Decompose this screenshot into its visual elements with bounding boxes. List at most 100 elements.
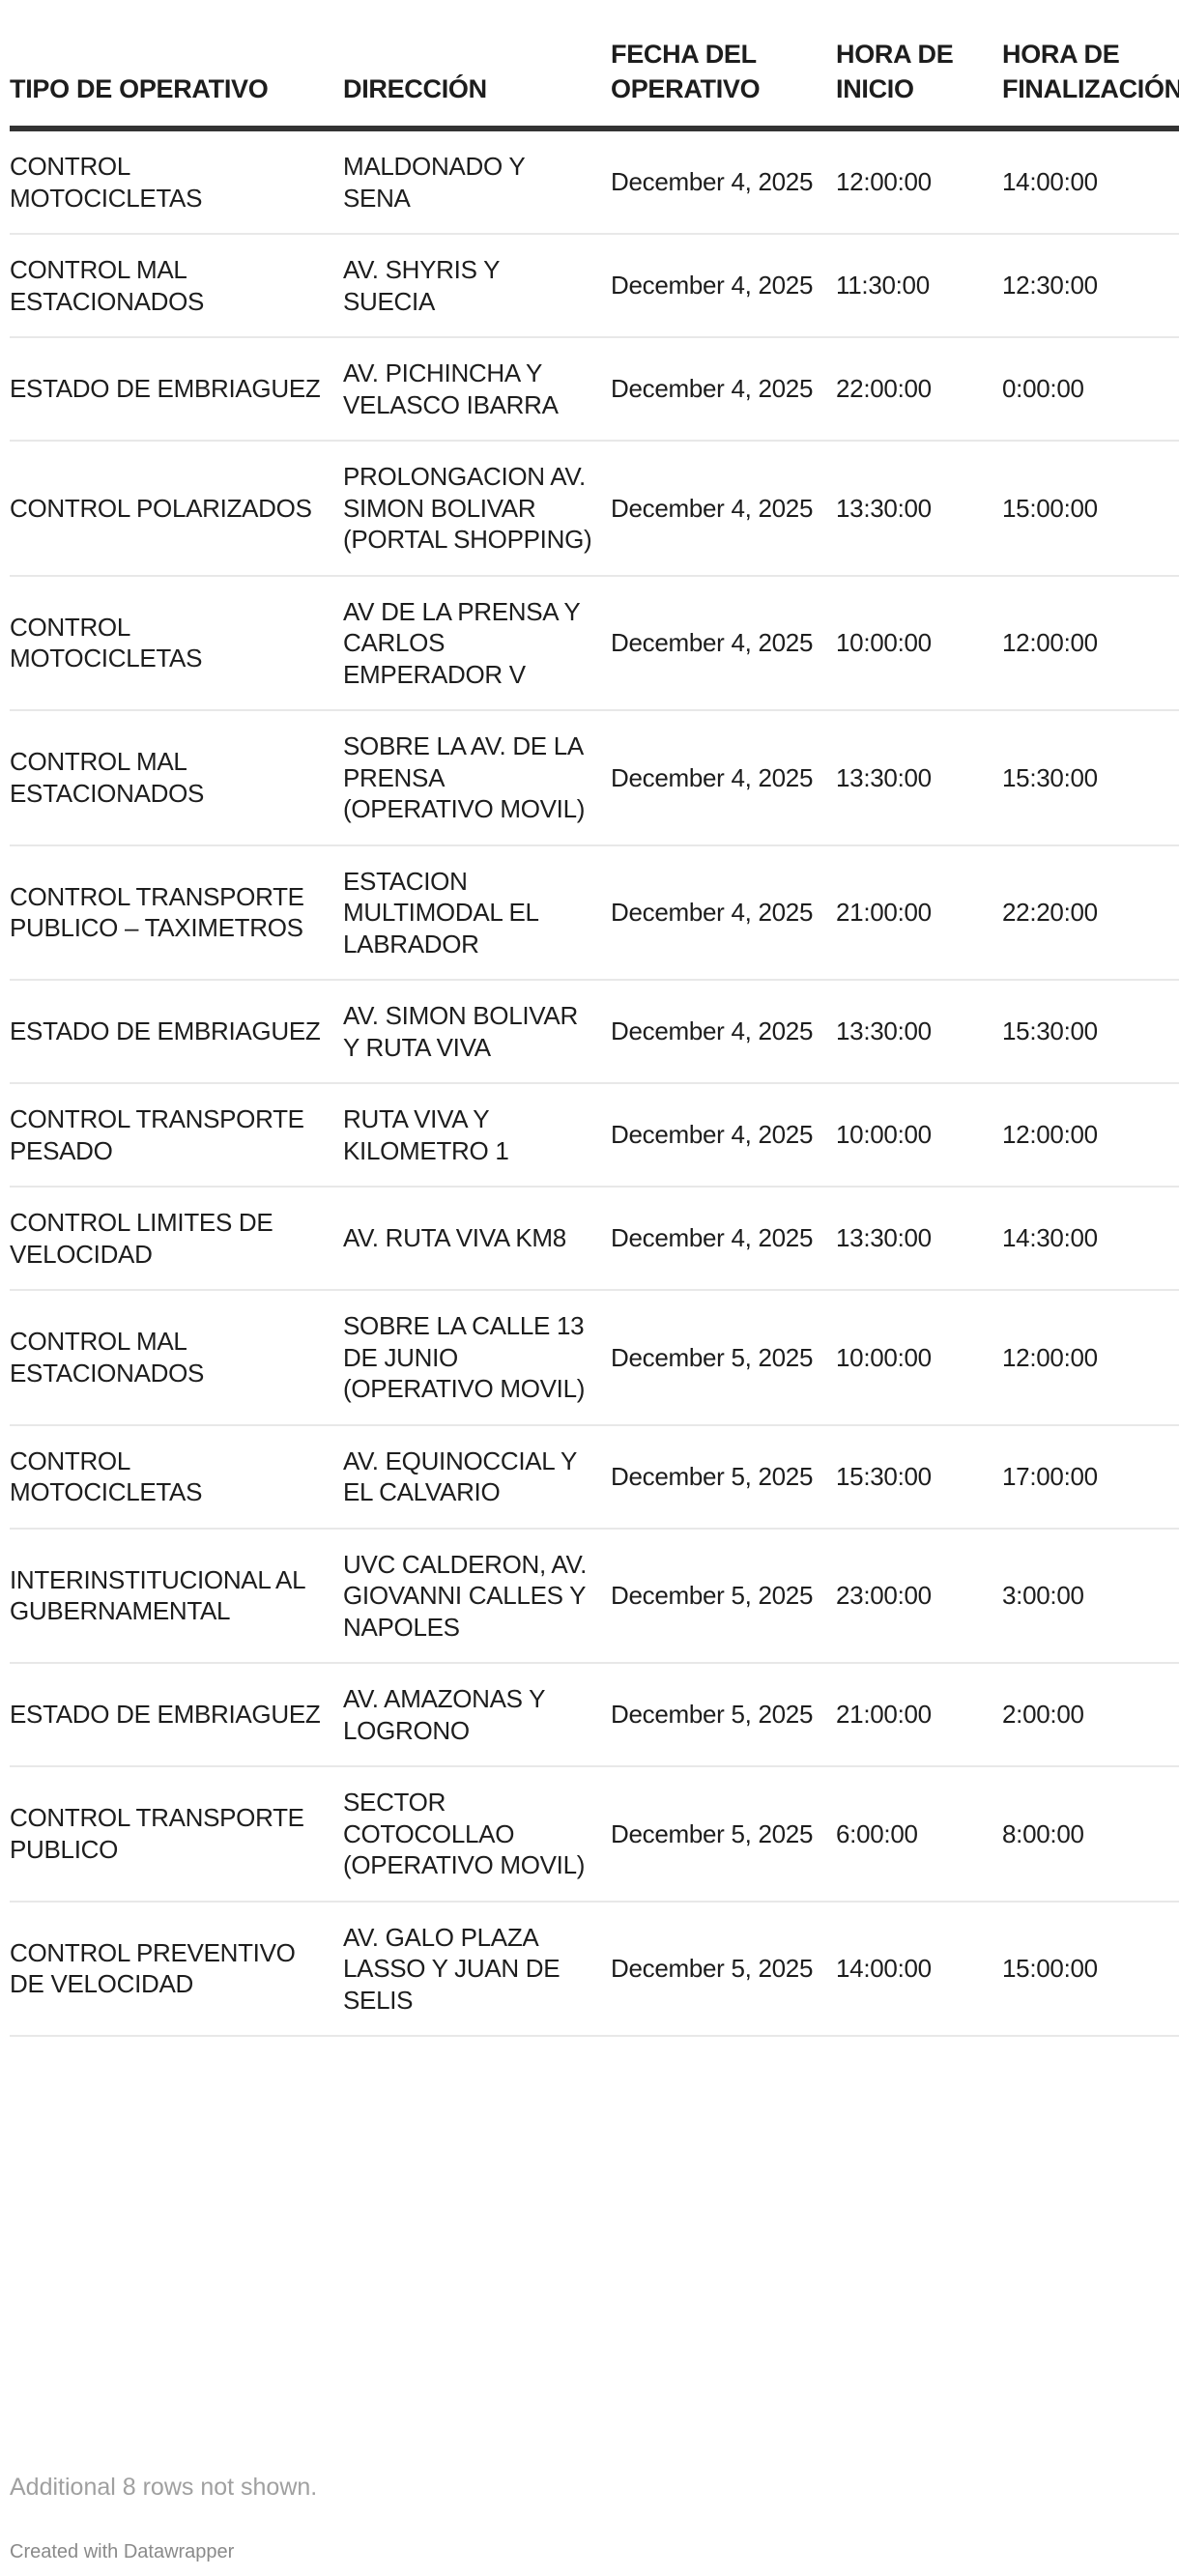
table-container: TIPO DE OPERATIVO DIRECCIÓN FECHA DEL OP… bbox=[10, 0, 1179, 2037]
table-row: ESTADO DE EMBRIAGUEZ AV. AMAZONAS Y LOGRO… bbox=[10, 1663, 1179, 1767]
table-row: CONTROL PREVENTIVO DE VELOCIDAD AV. GALO … bbox=[10, 1901, 1179, 2037]
cell-direccion: AV. GALO PLAZA LASSO Y JUAN DE SELIS bbox=[343, 1901, 611, 2037]
cell-hora-inicio: 21:00:00 bbox=[836, 1663, 1002, 1767]
cell-tipo: ESTADO DE EMBRIAGUEZ bbox=[10, 1663, 343, 1767]
cell-hora-inicio: 23:00:00 bbox=[836, 1528, 1002, 1664]
cell-hora-inicio: 11:30:00 bbox=[836, 234, 1002, 338]
cell-tipo: CONTROL MAL ESTACIONADOS bbox=[10, 710, 343, 846]
cell-hora-inicio: 15:30:00 bbox=[836, 1424, 1002, 1530]
cell-hora-inicio: 10:00:00 bbox=[836, 1290, 1002, 1426]
cell-hora-fin: 15:00:00 bbox=[1002, 441, 1179, 577]
cell-hora-fin: 0:00:00 bbox=[1002, 337, 1179, 442]
cell-tipo: CONTROL TRANSPORTE PUBLICO – TAXIMETROS bbox=[10, 844, 343, 981]
cell-hora-fin: 12:00:00 bbox=[1002, 1290, 1179, 1426]
cell-hora-fin: 3:00:00 bbox=[1002, 1528, 1179, 1664]
table-row: ESTADO DE EMBRIAGUEZ AV. SIMON BOLIVAR Y … bbox=[10, 980, 1179, 1084]
cell-fecha: December 4, 2025 bbox=[611, 234, 836, 338]
cell-fecha: December 4, 2025 bbox=[611, 1187, 836, 1291]
cell-fecha: December 4, 2025 bbox=[611, 710, 836, 846]
table-notes: Additional 8 rows not shown. bbox=[10, 2474, 318, 2501]
table-row: CONTROL TRANSPORTE PESADO RUTA VIVA Y KIL… bbox=[10, 1083, 1179, 1188]
cell-tipo: CONTROL MOTOCICLETAS bbox=[10, 1424, 343, 1530]
cell-hora-fin: 12:00:00 bbox=[1002, 1083, 1179, 1188]
cell-fecha: December 4, 2025 bbox=[611, 1083, 836, 1188]
table-row: CONTROL MAL ESTACIONADOS SOBRE LA AV. DE … bbox=[10, 710, 1179, 846]
cell-hora-fin: 14:30:00 bbox=[1002, 1187, 1179, 1291]
header-direccion[interactable]: DIRECCIÓN bbox=[343, 0, 611, 131]
cell-fecha: December 4, 2025 bbox=[611, 337, 836, 442]
credit-link[interactable]: Created with Datawrapper bbox=[10, 2541, 235, 2562]
table-row: CONTROL TRANSPORTE PUBLICO SECTOR COTOCOL… bbox=[10, 1766, 1179, 1903]
cell-hora-inicio: 10:00:00 bbox=[836, 1083, 1002, 1188]
cell-tipo: CONTROL TRANSPORTE PUBLICO bbox=[10, 1766, 343, 1903]
cell-fecha: December 4, 2025 bbox=[611, 441, 836, 577]
cell-fecha: December 5, 2025 bbox=[611, 1290, 836, 1426]
table-row: CONTROL MOTOCICLETAS MALDONADO Y SENA Dece… bbox=[10, 129, 1179, 235]
cell-tipo: CONTROL LIMITES DE VELOCIDAD bbox=[10, 1187, 343, 1291]
table-row: CONTROL TRANSPORTE PUBLICO – TAXIMETROS E… bbox=[10, 844, 1179, 981]
cell-direccion: AV. SIMON BOLIVAR Y RUTA VIVA bbox=[343, 980, 611, 1084]
cell-fecha: December 5, 2025 bbox=[611, 1901, 836, 2037]
cell-direccion: MALDONADO Y SENA bbox=[343, 129, 611, 235]
cell-fecha: December 5, 2025 bbox=[611, 1528, 836, 1664]
cell-hora-inicio: 22:00:00 bbox=[836, 337, 1002, 442]
cell-hora-inicio: 21:00:00 bbox=[836, 844, 1002, 981]
cell-hora-fin: 22:20:00 bbox=[1002, 844, 1179, 981]
cell-direccion: RUTA VIVA Y KILOMETRO 1 bbox=[343, 1083, 611, 1188]
table-row: CONTROL MAL ESTACIONADOS AV. SHYRIS Y SUE… bbox=[10, 234, 1179, 338]
table-row: ESTADO DE EMBRIAGUEZ AV. PICHINCHA Y VELA… bbox=[10, 337, 1179, 442]
cell-tipo: CONTROL MOTOCICLETAS bbox=[10, 575, 343, 711]
cell-tipo: CONTROL MAL ESTACIONADOS bbox=[10, 234, 343, 338]
cell-direccion: AV. SHYRIS Y SUECIA bbox=[343, 234, 611, 338]
cell-tipo: CONTROL POLARIZADOS bbox=[10, 441, 343, 577]
cell-hora-fin: 12:00:00 bbox=[1002, 575, 1179, 711]
cell-hora-fin: 15:30:00 bbox=[1002, 710, 1179, 846]
cell-tipo: CONTROL MAL ESTACIONADOS bbox=[10, 1290, 343, 1426]
header-hora-fin-line1: HORA DE bbox=[1002, 40, 1120, 69]
header-hora-fin[interactable]: HORA DE FINALIZACIÓN bbox=[1002, 0, 1179, 131]
table-row: INTERINSTITUCIONAL AL GUBERNAMENTAL UVC C… bbox=[10, 1528, 1179, 1664]
cell-direccion: ESTACION MULTIMODAL EL LABRADOR bbox=[343, 844, 611, 981]
header-hora-inicio[interactable]: HORA DE INICIO bbox=[836, 0, 1002, 131]
cell-tipo: CONTROL TRANSPORTE PESADO bbox=[10, 1083, 343, 1188]
header-fecha[interactable]: FECHA DEL OPERATIVO bbox=[611, 0, 836, 131]
cell-hora-inicio: 6:00:00 bbox=[836, 1766, 1002, 1903]
cell-fecha: December 5, 2025 bbox=[611, 1766, 836, 1903]
data-table: TIPO DE OPERATIVO DIRECCIÓN FECHA DEL OP… bbox=[10, 0, 1179, 2037]
cell-fecha: December 4, 2025 bbox=[611, 129, 836, 235]
cell-direccion: AV. RUTA VIVA KM8 bbox=[343, 1187, 611, 1291]
table-row: CONTROL MAL ESTACIONADOS SOBRE LA CALLE 1… bbox=[10, 1290, 1179, 1426]
cell-hora-fin: 2:00:00 bbox=[1002, 1663, 1179, 1767]
cell-tipo: INTERINSTITUCIONAL AL GUBERNAMENTAL bbox=[10, 1528, 343, 1664]
header-hora-fin-line2: FINALIZACIÓN bbox=[1002, 74, 1179, 103]
cell-direccion: AV. PICHINCHA Y VELASCO IBARRA bbox=[343, 337, 611, 442]
cell-hora-fin: 8:00:00 bbox=[1002, 1766, 1179, 1903]
cell-hora-fin: 12:30:00 bbox=[1002, 234, 1179, 338]
cell-hora-inicio: 13:30:00 bbox=[836, 1187, 1002, 1291]
cell-hora-fin: 15:00:00 bbox=[1002, 1901, 1179, 2037]
cell-hora-inicio: 12:00:00 bbox=[836, 129, 1002, 235]
cell-direccion: PROLONGACION AV. SIMON BOLIVAR (PORTAL S… bbox=[343, 441, 611, 577]
header-row: TIPO DE OPERATIVO DIRECCIÓN FECHA DEL OP… bbox=[10, 0, 1179, 131]
cell-fecha: December 4, 2025 bbox=[611, 980, 836, 1084]
cell-hora-inicio: 14:00:00 bbox=[836, 1901, 1002, 2037]
cell-tipo: CONTROL MOTOCICLETAS bbox=[10, 129, 343, 235]
cell-direccion: AV. EQUINOCCIAL Y EL CALVARIO bbox=[343, 1424, 611, 1530]
table-row: CONTROL LIMITES DE VELOCIDAD AV. RUTA VIV… bbox=[10, 1187, 1179, 1291]
cell-fecha: December 5, 2025 bbox=[611, 1424, 836, 1530]
table-row: CONTROL MOTOCICLETAS AV DE LA PRENSA Y CA… bbox=[10, 575, 1179, 711]
cell-hora-inicio: 10:00:00 bbox=[836, 575, 1002, 711]
table-row: CONTROL POLARIZADOS PROLONGACION AV. SIMO… bbox=[10, 441, 1179, 577]
cell-fecha: December 4, 2025 bbox=[611, 575, 836, 711]
cell-hora-inicio: 13:30:00 bbox=[836, 980, 1002, 1084]
table-row: CONTROL MOTOCICLETAS AV. EQUINOCCIAL Y EL… bbox=[10, 1424, 1179, 1530]
cell-direccion: SOBRE LA CALLE 13 DE JUNIO (OPERATIVO MO… bbox=[343, 1290, 611, 1426]
header-tipo[interactable]: TIPO DE OPERATIVO bbox=[10, 0, 343, 131]
cell-hora-inicio: 13:30:00 bbox=[836, 710, 1002, 846]
cell-direccion: AV. AMAZONAS Y LOGRONO bbox=[343, 1663, 611, 1767]
cell-tipo: CONTROL PREVENTIVO DE VELOCIDAD bbox=[10, 1901, 343, 2037]
cell-fecha: December 5, 2025 bbox=[611, 1663, 836, 1767]
cell-tipo: ESTADO DE EMBRIAGUEZ bbox=[10, 980, 343, 1084]
cell-hora-fin: 14:00:00 bbox=[1002, 129, 1179, 235]
cell-direccion: SECTOR COTOCOLLAO (OPERATIVO MOVIL) bbox=[343, 1766, 611, 1903]
